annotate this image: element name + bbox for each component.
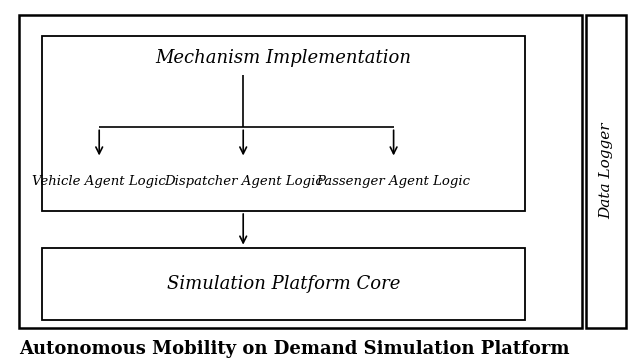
Text: Autonomous Mobility on Demand Simulation Platform: Autonomous Mobility on Demand Simulation… [19, 340, 570, 359]
Text: Simulation Platform Core: Simulation Platform Core [166, 275, 400, 293]
Text: Passenger Agent Logic: Passenger Agent Logic [317, 175, 470, 189]
Text: Vehicle Agent Logic: Vehicle Agent Logic [33, 175, 166, 189]
Bar [586, 15, 626, 328]
Bar [19, 15, 582, 328]
Text: Dispatcher Agent Logic: Dispatcher Agent Logic [164, 175, 323, 189]
Bar [42, 248, 525, 320]
Text: Data Logger: Data Logger [599, 123, 612, 219]
Bar [42, 36, 525, 211]
Text: Mechanism Implementation: Mechanism Implementation [155, 49, 412, 67]
